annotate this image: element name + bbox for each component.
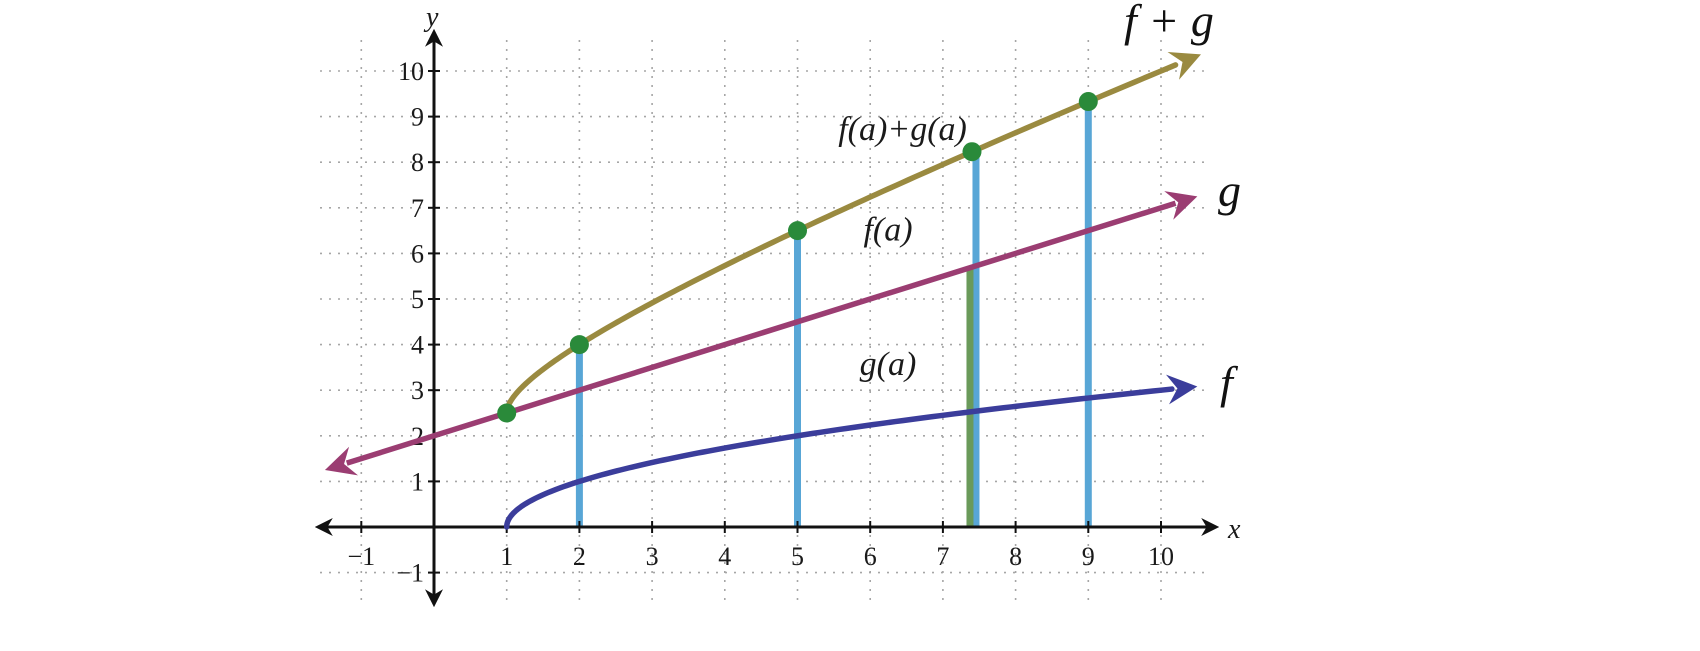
series-g-line [345,200,1177,466]
y-tick-label: 8 [411,148,424,177]
x-tick-label: 9 [1082,542,1095,571]
grid [320,40,1205,600]
series-f-arrowhead [1165,374,1198,405]
data-point [497,403,517,423]
axes: x y [314,2,1241,608]
y-tick-label: −1 [396,559,424,588]
series-label-f-plus-g: f + g [1124,0,1214,46]
series-f-curve [503,386,1175,530]
x-axis-label: x [1227,514,1241,545]
y-tick-label: 3 [411,376,424,405]
data-point [962,142,982,162]
x-tick-label: 6 [864,542,877,571]
ticks: −1 1 2 3 4 5 6 7 8 9 10 −1 1 2 3 4 5 6 7 8 9 10 [347,57,1174,588]
y-tick-label: 1 [411,467,424,496]
series-f-plus-g-arrowhead [1167,52,1201,80]
x-tick-label: −1 [347,542,375,571]
series-label-f: f [1220,357,1239,408]
x-tick-label: 2 [573,542,586,571]
series-label-g: g [1218,165,1241,216]
x-tick-label: 5 [791,542,804,571]
data-point [1078,92,1098,112]
y-axis-label: y [423,2,439,33]
y-tick-label: 6 [411,239,424,268]
y-tick-label: 2 [411,422,424,451]
x-tick-label: 1 [500,542,513,571]
x-tick-label: 3 [646,542,659,571]
annotation-f-value: f(a) [863,211,912,248]
annotation-f-plus-g-value: f(a)+g(a) [838,111,967,148]
x-tick-label: 7 [936,542,949,571]
value-segments [575,101,1092,527]
curves [324,52,1201,530]
y-tick-label: 5 [411,285,424,314]
y-tick-label: 4 [411,331,424,360]
x-tick-label: 4 [718,542,731,571]
annotation-g-value: g(a) [860,346,917,383]
y-tick-label: 9 [411,103,424,132]
x-tick-label: 10 [1148,542,1174,571]
data-point [788,221,807,241]
y-tick-label: 10 [398,57,424,86]
points [497,92,1098,423]
y-tick-label: 7 [411,194,424,223]
annotations: f(a)+g(a) f(a) g(a) [838,111,967,383]
curve-labels: f + g g f [1124,0,1241,408]
data-point [569,335,589,355]
series-g-arrowhead-left [324,446,359,476]
x-tick-label: 8 [1009,542,1022,571]
series-g-arrowhead-right [1164,191,1198,220]
